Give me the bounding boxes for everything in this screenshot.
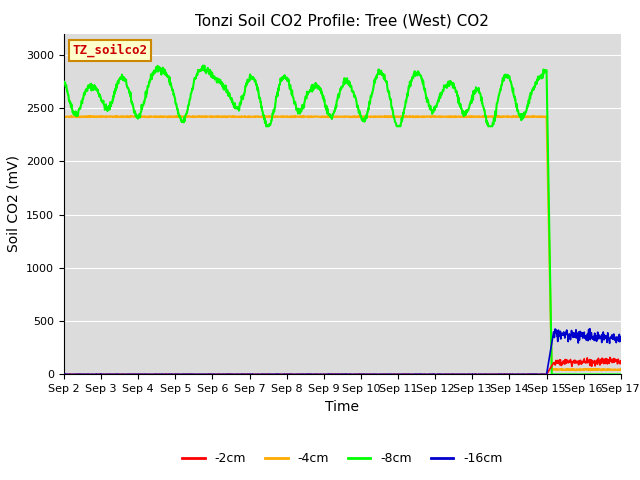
Title: Tonzi Soil CO2 Profile: Tree (West) CO2: Tonzi Soil CO2 Profile: Tree (West) CO2 bbox=[195, 13, 490, 28]
X-axis label: Time: Time bbox=[325, 400, 360, 414]
Text: TZ_soilco2: TZ_soilco2 bbox=[72, 44, 147, 57]
Legend: -2cm, -4cm, -8cm, -16cm: -2cm, -4cm, -8cm, -16cm bbox=[177, 447, 508, 470]
Y-axis label: Soil CO2 (mV): Soil CO2 (mV) bbox=[6, 156, 20, 252]
